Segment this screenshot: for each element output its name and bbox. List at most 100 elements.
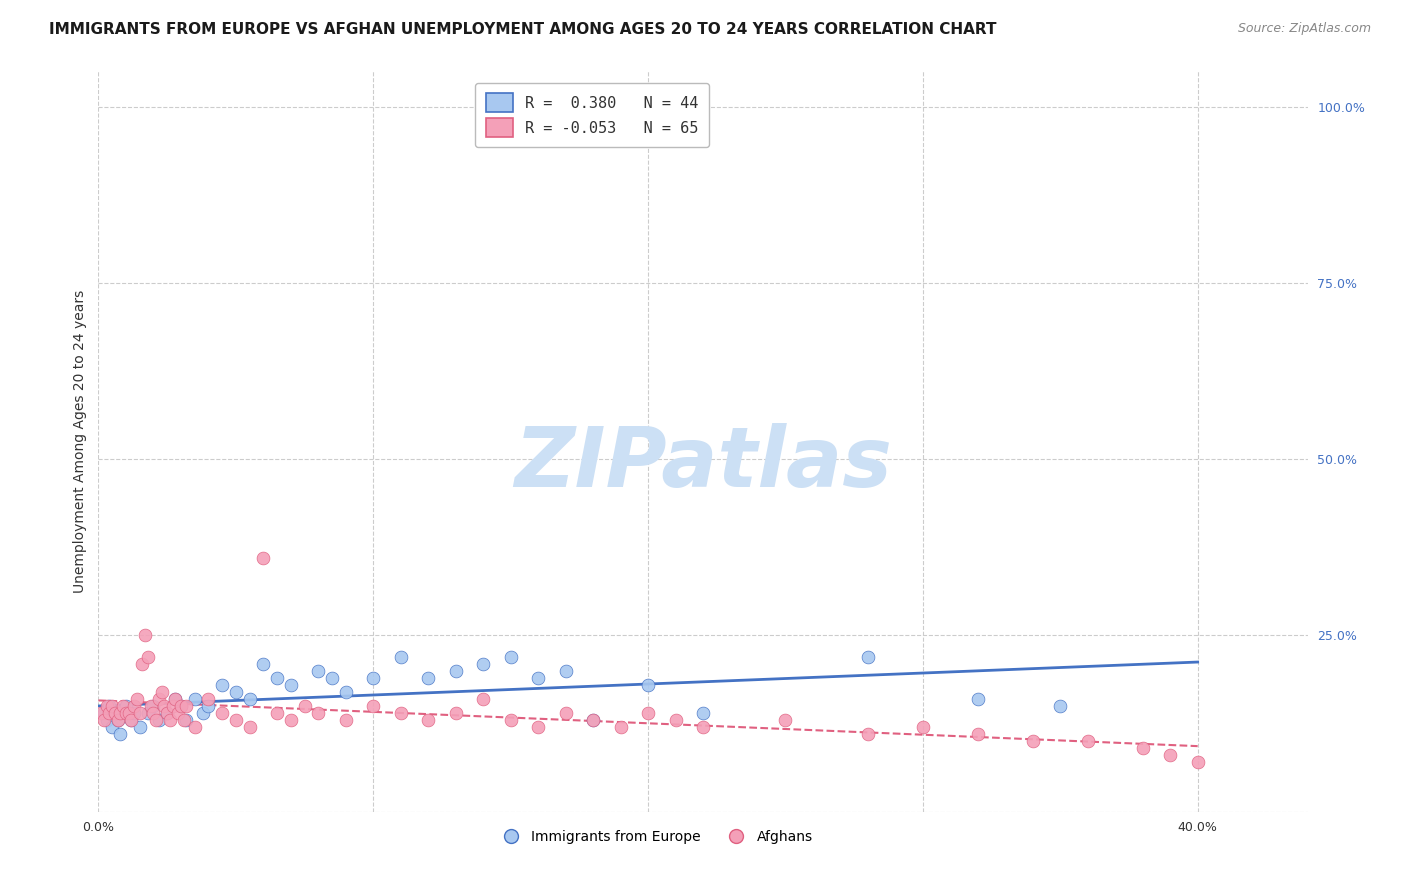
- Point: [637, 706, 659, 720]
- Point: [266, 706, 288, 720]
- Point: [335, 685, 357, 699]
- Point: [280, 713, 302, 727]
- Point: [856, 727, 879, 741]
- Point: [609, 720, 631, 734]
- Text: Source: ZipAtlas.com: Source: ZipAtlas.com: [1237, 22, 1371, 36]
- Point: [239, 692, 262, 706]
- Point: [142, 706, 165, 720]
- Point: [554, 664, 576, 678]
- Point: [120, 713, 142, 727]
- Point: [159, 713, 181, 727]
- Point: [637, 678, 659, 692]
- Point: [101, 698, 124, 713]
- Point: [1159, 748, 1181, 763]
- Point: [389, 706, 412, 720]
- Point: [104, 706, 127, 720]
- Point: [107, 713, 129, 727]
- Point: [120, 713, 142, 727]
- Point: [165, 692, 187, 706]
- Point: [321, 671, 343, 685]
- Point: [122, 698, 145, 713]
- Point: [911, 720, 934, 734]
- Point: [191, 706, 214, 720]
- Y-axis label: Unemployment Among Ages 20 to 24 years: Unemployment Among Ages 20 to 24 years: [73, 290, 87, 593]
- Point: [115, 698, 138, 713]
- Point: [335, 713, 357, 727]
- Point: [856, 649, 879, 664]
- Point: [1187, 756, 1209, 770]
- Point: [131, 657, 153, 671]
- Point: [145, 713, 167, 727]
- Point: [582, 713, 605, 727]
- Point: [472, 692, 495, 706]
- Point: [118, 706, 141, 720]
- Point: [211, 706, 233, 720]
- Point: [112, 698, 135, 713]
- Point: [307, 706, 329, 720]
- Point: [1132, 741, 1154, 756]
- Point: [361, 671, 384, 685]
- Legend: Immigrants from Europe, Afghans: Immigrants from Europe, Afghans: [491, 824, 818, 849]
- Point: [664, 713, 686, 727]
- Point: [101, 720, 124, 734]
- Point: [93, 713, 115, 727]
- Point: [142, 698, 165, 713]
- Text: ZIPatlas: ZIPatlas: [515, 423, 891, 504]
- Point: [165, 692, 187, 706]
- Point: [156, 706, 179, 720]
- Point: [1022, 734, 1045, 748]
- Point: [252, 657, 274, 671]
- Point: [148, 692, 170, 706]
- Point: [167, 706, 190, 720]
- Point: [139, 698, 162, 713]
- Point: [153, 698, 176, 713]
- Point: [444, 664, 467, 678]
- Point: [225, 713, 247, 727]
- Point: [418, 713, 440, 727]
- Point: [176, 713, 198, 727]
- Point: [136, 706, 159, 720]
- Point: [173, 713, 195, 727]
- Point: [966, 692, 988, 706]
- Point: [128, 720, 150, 734]
- Point: [197, 692, 219, 706]
- Point: [96, 713, 118, 727]
- Point: [692, 720, 714, 734]
- Point: [110, 706, 132, 720]
- Point: [156, 706, 179, 720]
- Point: [252, 550, 274, 565]
- Point: [389, 649, 412, 664]
- Point: [125, 692, 148, 706]
- Point: [499, 713, 522, 727]
- Point: [966, 727, 988, 741]
- Point: [96, 698, 118, 713]
- Point: [280, 678, 302, 692]
- Point: [692, 706, 714, 720]
- Point: [98, 698, 121, 713]
- Point: [307, 664, 329, 678]
- Point: [1077, 734, 1099, 748]
- Point: [176, 698, 198, 713]
- Point: [1049, 698, 1071, 713]
- Point: [150, 685, 173, 699]
- Point: [93, 706, 115, 720]
- Point: [444, 706, 467, 720]
- Point: [239, 720, 262, 734]
- Point: [115, 706, 138, 720]
- Point: [170, 698, 193, 713]
- Point: [527, 720, 550, 734]
- Point: [197, 698, 219, 713]
- Point: [148, 713, 170, 727]
- Point: [122, 706, 145, 720]
- Point: [110, 727, 132, 741]
- Point: [225, 685, 247, 699]
- Point: [98, 706, 121, 720]
- Point: [162, 698, 184, 713]
- Text: IMMIGRANTS FROM EUROPE VS AFGHAN UNEMPLOYMENT AMONG AGES 20 TO 24 YEARS CORRELAT: IMMIGRANTS FROM EUROPE VS AFGHAN UNEMPLO…: [49, 22, 997, 37]
- Point: [183, 720, 205, 734]
- Point: [107, 713, 129, 727]
- Point: [499, 649, 522, 664]
- Point: [775, 713, 797, 727]
- Point: [90, 706, 112, 720]
- Point: [183, 692, 205, 706]
